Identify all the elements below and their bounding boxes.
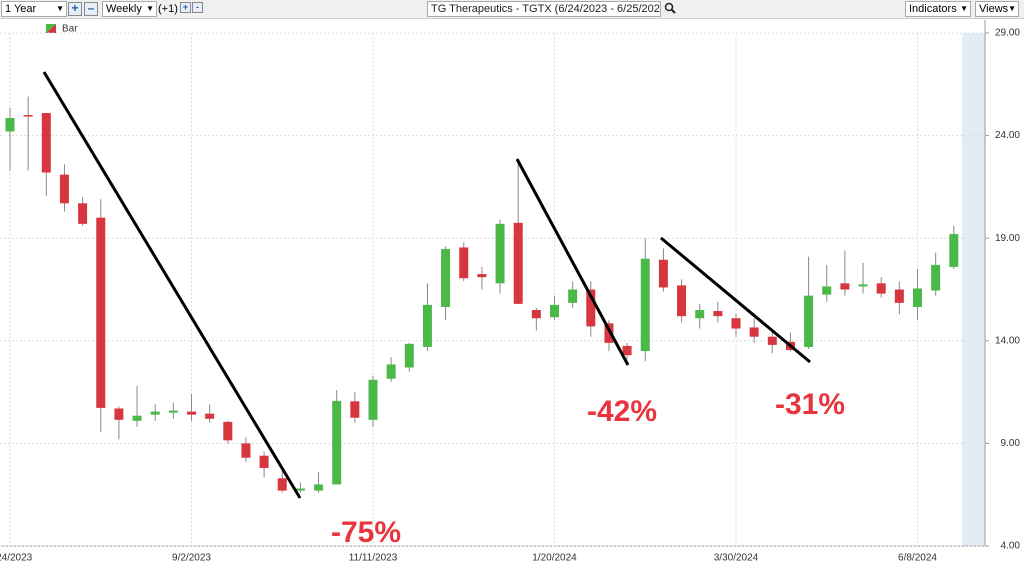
candle-body bbox=[604, 323, 614, 343]
candle-body bbox=[531, 310, 541, 319]
candle-body bbox=[749, 327, 759, 337]
candle-body bbox=[913, 288, 922, 307]
range-select[interactable]: 1 Year ▼ bbox=[1, 1, 67, 17]
x-tick-label: 6/8/2024 bbox=[898, 553, 937, 564]
candle-body bbox=[386, 364, 396, 379]
candle-body bbox=[459, 247, 469, 279]
toolbar: 1 Year ▼ + – Weekly ▼ (+1) + - TG Therapeu… bbox=[0, 0, 1024, 19]
offset-plus[interactable]: + bbox=[180, 2, 191, 13]
candle-body bbox=[949, 234, 959, 267]
candle-body bbox=[640, 258, 650, 352]
offset: (+1) bbox=[158, 3, 178, 15]
x-tick-label: 6/24/2023 bbox=[0, 553, 33, 564]
y-tick-label: 19.00 bbox=[995, 233, 1020, 244]
interval-select[interactable]: Weekly ▼ bbox=[102, 1, 157, 17]
trend-line bbox=[660, 236, 811, 364]
candle-body bbox=[894, 289, 904, 303]
future-shade bbox=[962, 33, 985, 546]
legend-icon-up bbox=[46, 24, 56, 33]
symbol-title[interactable]: TG Therapeutics - TGTX (6/24/2023 - 6/25… bbox=[427, 1, 661, 17]
x-tick-label: 11/11/2023 bbox=[349, 553, 398, 564]
candle-body bbox=[23, 115, 33, 117]
candle-body bbox=[168, 410, 178, 413]
candle-body bbox=[840, 283, 850, 290]
candle-body bbox=[205, 413, 215, 419]
candle-body bbox=[677, 285, 687, 317]
candle-body bbox=[931, 264, 941, 291]
y-tick-label: 4.00 bbox=[1001, 541, 1021, 552]
candle-body bbox=[477, 274, 487, 278]
candle-body bbox=[404, 343, 414, 368]
zoom-in[interactable]: + bbox=[68, 2, 82, 16]
y-tick-label: 9.00 bbox=[1001, 438, 1021, 449]
candle-body bbox=[241, 443, 251, 458]
x-tick-label: 3/30/2024 bbox=[714, 553, 759, 564]
range-text: 1 Year bbox=[5, 3, 37, 15]
x-tick-label: 9/2/2023 bbox=[172, 553, 211, 564]
candle-body bbox=[658, 259, 668, 288]
zoom-out[interactable]: – bbox=[84, 2, 98, 16]
views-menu[interactable]: Views ▼ bbox=[975, 1, 1019, 17]
candle-body bbox=[78, 203, 88, 224]
candle-body bbox=[858, 284, 868, 287]
interval-text: Weekly bbox=[106, 3, 142, 15]
candle-body bbox=[277, 478, 287, 491]
candle-body bbox=[822, 286, 832, 295]
candle-body bbox=[187, 411, 196, 415]
candle-body bbox=[731, 318, 741, 329]
candle-body bbox=[876, 283, 886, 294]
candle-body bbox=[223, 421, 233, 441]
views-text: Views bbox=[979, 3, 1009, 15]
candle-body bbox=[713, 311, 723, 317]
candle-body bbox=[150, 411, 160, 415]
candle-body bbox=[41, 113, 51, 173]
trend-line bbox=[515, 158, 630, 366]
candle-body bbox=[350, 401, 360, 418]
candle-body bbox=[495, 223, 505, 284]
annotation: -75% bbox=[331, 516, 401, 549]
candle-body bbox=[695, 310, 705, 319]
candle-body bbox=[132, 415, 142, 421]
candle-body bbox=[441, 249, 451, 307]
candle-body bbox=[568, 289, 578, 303]
x-tick-label: 1/20/2024 bbox=[532, 553, 577, 564]
candle-body bbox=[550, 304, 559, 318]
candle-body bbox=[368, 379, 378, 420]
candle-body bbox=[767, 336, 777, 345]
candle-body bbox=[295, 488, 305, 491]
candle-body bbox=[96, 217, 106, 408]
annotation: -42% bbox=[587, 395, 657, 428]
y-tick-label: 29.00 bbox=[995, 28, 1020, 39]
candle-body bbox=[259, 455, 269, 469]
indicators-menu[interactable]: Indicators ▼ bbox=[905, 1, 971, 17]
candle-body bbox=[422, 304, 432, 347]
candle-body bbox=[114, 408, 124, 420]
legend-label: Bar bbox=[62, 24, 78, 35]
search-icon[interactable] bbox=[664, 2, 676, 14]
candle-body bbox=[586, 289, 596, 327]
annotation: -31% bbox=[775, 388, 845, 421]
y-tick-label: 14.00 bbox=[995, 335, 1020, 346]
indicators-text: Indicators bbox=[909, 3, 957, 15]
candle-body bbox=[804, 295, 814, 347]
candle-body bbox=[59, 174, 69, 204]
candle-body bbox=[332, 400, 342, 485]
candle-body bbox=[5, 117, 15, 132]
offset-minus[interactable]: - bbox=[192, 2, 203, 13]
candle-body bbox=[513, 222, 523, 304]
y-tick-label: 24.00 bbox=[995, 130, 1020, 141]
candle-body bbox=[314, 484, 324, 491]
trend-line bbox=[42, 71, 302, 499]
candle-body bbox=[622, 345, 632, 356]
